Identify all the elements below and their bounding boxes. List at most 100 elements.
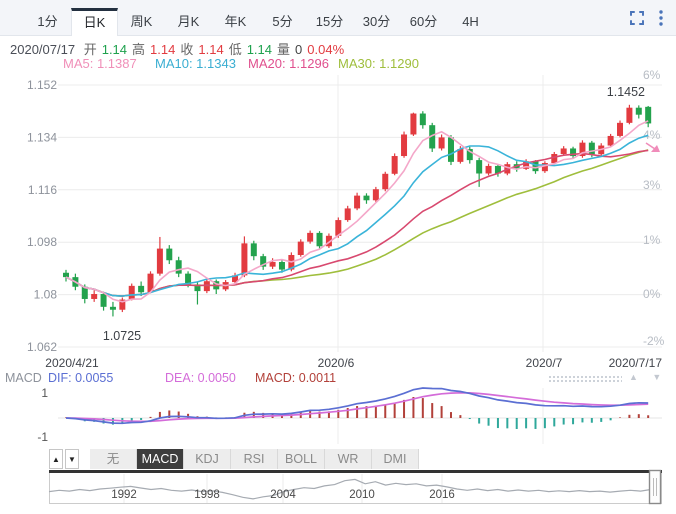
candle-body — [147, 273, 154, 293]
navigator-year-label: 2010 — [349, 489, 375, 501]
drag-handle-dots[interactable] — [548, 375, 622, 384]
indicator-tab-KDJ[interactable]: KDJ — [184, 449, 231, 469]
candle-body — [447, 137, 454, 162]
macd-histogram-bar — [149, 416, 152, 418]
macd-histogram-bar — [168, 410, 171, 418]
indicator-tab-BOLL[interactable]: BOLL — [278, 449, 325, 469]
scroll-up-button[interactable]: ▲ — [49, 449, 63, 469]
navigator-year-label: 2016 — [429, 489, 455, 501]
macd-histogram-bar — [290, 414, 293, 418]
indicator-tab-MACD[interactable]: MACD — [137, 449, 184, 469]
navigator-history-line — [48, 478, 662, 500]
macd-pager-arrows[interactable]: ▲ ▼ — [629, 372, 668, 382]
period-tab-日K[interactable]: 日K — [71, 8, 118, 36]
candle-body — [241, 243, 248, 276]
macd-histogram-bar — [534, 418, 537, 429]
candle-body — [91, 294, 98, 299]
macd-histogram-bar — [346, 408, 349, 418]
navigator-year-label: 1998 — [194, 489, 220, 501]
candle-body — [307, 232, 314, 242]
navigator-range-handle[interactable] — [648, 469, 662, 505]
macd-panel-title: MACD — [5, 371, 42, 385]
percent-axis-label: -2% — [643, 334, 665, 348]
candle-body — [166, 248, 173, 261]
period-tab-4H[interactable]: 4H — [462, 14, 479, 29]
macd-axis-label: -1 — [37, 430, 48, 444]
kebab-menu-icon[interactable] — [658, 9, 664, 27]
macd-dif-line — [65, 387, 649, 425]
macd-histogram-bar — [590, 418, 593, 423]
x-axis-label: 2020/4/21 — [45, 356, 99, 370]
candle-body — [532, 161, 539, 172]
ma-legend-item-3: MA20: 1.1296 — [248, 56, 329, 71]
macd-header: MACD DIF: 0.0055 DEA: 0.0050 MACD: 0.001… — [0, 371, 676, 386]
candle-body — [401, 134, 408, 157]
macd-histogram-bar — [525, 418, 528, 429]
period-tab-年K[interactable]: 年K — [224, 14, 247, 29]
macd-histogram-bar — [478, 418, 481, 424]
macd-histogram-bar — [619, 417, 622, 418]
period-tab-30分[interactable]: 30分 — [362, 14, 391, 29]
quote-field-value: 1.14 — [150, 42, 176, 57]
candle-body — [63, 272, 69, 278]
indicator-tab-无[interactable]: 无 — [90, 449, 137, 469]
macd-histogram-bar — [280, 414, 283, 418]
macd-histogram-bar — [111, 418, 114, 425]
indicator-tab-WR[interactable]: WR — [325, 449, 372, 469]
candle-body — [626, 107, 633, 123]
ma-line-ma10 — [65, 134, 649, 297]
fullscreen-icon[interactable] — [628, 9, 646, 27]
macd-axis-label: 1 — [41, 386, 48, 400]
candle-body — [156, 248, 163, 274]
macd-histogram-bar — [421, 398, 424, 418]
candle-body — [269, 261, 276, 267]
macd-dea-value: DEA: 0.0050 — [165, 371, 236, 385]
ma-line-ma5 — [65, 120, 649, 303]
period-tab-1分[interactable]: 1分 — [37, 14, 58, 29]
period-tab-60分[interactable]: 60分 — [409, 14, 438, 29]
macd-histogram-bar — [374, 405, 377, 418]
candle-body — [297, 241, 304, 256]
macd-histogram-bar — [637, 414, 640, 418]
period-tab-15分[interactable]: 15分 — [315, 14, 344, 29]
indicator-tab-RSI[interactable]: RSI — [231, 449, 278, 469]
latest-price-arrow-head — [651, 145, 660, 152]
candle-body — [194, 284, 201, 292]
macd-histogram-bar — [515, 418, 518, 429]
candle-body — [476, 160, 483, 174]
candle-body — [391, 156, 398, 174]
indicator-tab-DMI[interactable]: DMI — [372, 449, 419, 469]
macd-histogram-bar — [384, 404, 387, 418]
candle-body — [175, 260, 182, 274]
period-tabs: 1分 日K 周K 月K 年K 5分 15分 30分 60分 4H — [24, 8, 494, 36]
scroll-down-button[interactable]: ▼ — [65, 449, 79, 469]
candle-body — [335, 220, 342, 236]
macd-histogram-bar — [262, 412, 265, 418]
candle-body — [100, 294, 107, 307]
candle-body — [438, 137, 445, 149]
candle-body — [551, 153, 558, 164]
price-axis-label: 1.134 — [27, 130, 57, 144]
x-axis-label: 2020/6 — [318, 356, 355, 370]
macd-histogram-bar — [140, 418, 143, 420]
candle-body — [485, 165, 492, 174]
navigator-year-label: 1992 — [111, 489, 137, 501]
quote-date: 2020/07/17 — [10, 42, 76, 57]
macd-histogram-bar — [393, 402, 396, 418]
period-tab-月K[interactable]: 月K — [177, 14, 200, 29]
quote-field-label: 低 — [228, 42, 242, 57]
period-tab-5分[interactable]: 5分 — [272, 14, 293, 29]
macd-histogram-bar — [318, 411, 321, 418]
candle-body — [635, 107, 642, 115]
period-tab-周K[interactable]: 周K — [130, 14, 153, 29]
price-axis-label: 1.116 — [28, 183, 57, 197]
candle-body — [250, 243, 257, 257]
price-axis-label: 1.08 — [34, 288, 58, 302]
candle-body — [232, 275, 239, 283]
candle-body — [382, 173, 389, 190]
quote-field-label: 量 — [277, 42, 291, 57]
macd-histogram-bar — [431, 403, 434, 418]
percent-axis-label: 0% — [643, 287, 661, 301]
percent-axis-label: 3% — [643, 178, 661, 192]
